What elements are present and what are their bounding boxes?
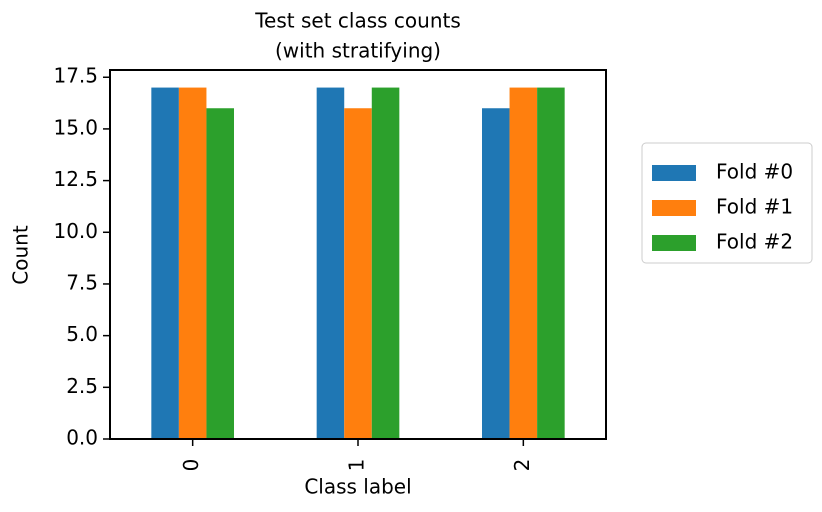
bar [371, 87, 400, 440]
x-tick-label: 2 [510, 459, 534, 472]
y-tick-label: 7.5 [66, 270, 98, 294]
bar [509, 87, 538, 440]
legend-swatch [652, 200, 696, 216]
y-axis-label: Count [9, 225, 33, 285]
legend-label: Fold #1 [716, 195, 793, 219]
bar [206, 108, 234, 439]
bar [537, 87, 565, 440]
y-tick-label: 15.0 [53, 115, 98, 139]
y-tick-label: 2.5 [66, 374, 98, 398]
y-tick-label: 12.5 [53, 167, 98, 191]
y-tick-label: 17.5 [53, 64, 98, 88]
legend-label: Fold #0 [716, 160, 793, 184]
x-tick-label: 0 [179, 459, 203, 472]
chart-title: (with stratifying) [275, 39, 441, 63]
legend-swatch [652, 235, 696, 251]
bar [151, 87, 179, 440]
y-tick-label: 5.0 [66, 322, 98, 346]
bar [316, 87, 345, 440]
y-tick-label: 0.0 [66, 426, 98, 450]
bar [482, 108, 510, 439]
legend-swatch [652, 165, 696, 181]
x-axis-label: Class label [304, 475, 411, 499]
legend-label: Fold #2 [716, 230, 793, 254]
bar [178, 87, 207, 440]
bar [344, 108, 372, 439]
y-tick-label: 10.0 [53, 219, 98, 243]
chart-title: Test set class counts [254, 9, 461, 33]
plot-frame [109, 69, 607, 440]
x-tick-label: 1 [345, 459, 369, 472]
